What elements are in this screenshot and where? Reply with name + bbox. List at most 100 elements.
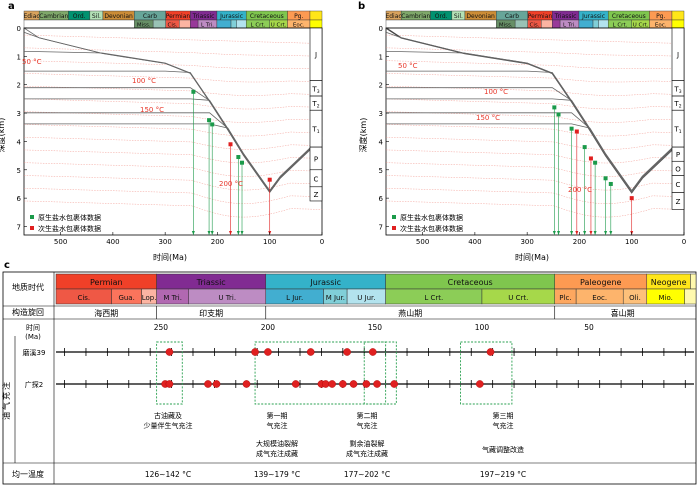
period-label-2: Jurassic xyxy=(309,278,341,287)
panel-a-isotherms xyxy=(23,34,323,218)
panel-b-label: b xyxy=(358,1,365,12)
subepoch-label-0: Miss. xyxy=(499,23,513,29)
charge-points xyxy=(161,348,495,388)
marker-arrow-5 xyxy=(589,231,593,235)
b-legend-secondary-marker xyxy=(392,226,396,230)
stratum-label-6: Z xyxy=(314,191,319,199)
subepoch-label-5: L Tri. xyxy=(201,23,214,29)
panel-b-inclusion-markers xyxy=(552,105,634,235)
inclusion-marker-8 xyxy=(608,181,613,186)
y-tick-0: 0 xyxy=(17,25,21,33)
stratum-label-2: T2 xyxy=(673,100,681,110)
y-tick-5: 5 xyxy=(379,167,383,175)
era-label-6: Permian xyxy=(166,13,191,20)
y-tick-2: 2 xyxy=(17,82,21,90)
subepoch-7 xyxy=(592,19,599,29)
burial-curve-6 xyxy=(386,112,685,192)
charge-event-boxes xyxy=(156,341,513,405)
subepoch-label-11: Eoc. xyxy=(655,23,667,29)
panel-a-burial-curves xyxy=(23,27,323,194)
epoch-label-2: Lop. xyxy=(142,294,157,302)
marker-arrow-8 xyxy=(609,231,613,235)
subepoch-label-11: Eoc. xyxy=(293,23,305,29)
panel-b-x-title: 时间(Ma) xyxy=(515,252,549,262)
b-legend-primary-label: 原生盐水包裹体数据 xyxy=(400,213,463,222)
inclusion-marker-3 xyxy=(574,129,579,134)
charge-point-0-5 xyxy=(368,348,377,356)
period-label-3: Cretaceous xyxy=(448,278,493,287)
charge-point-0-1 xyxy=(251,348,259,356)
stratum-label-4: P xyxy=(314,155,318,163)
temp-label-50: 50 °C xyxy=(22,58,42,66)
b-temp-label-200: 200 °C xyxy=(568,186,592,194)
charge-point-1-9 xyxy=(339,380,347,388)
event-box-0 xyxy=(156,341,183,405)
inclusion-marker-2 xyxy=(210,122,215,127)
y-tick-1: 1 xyxy=(17,53,21,61)
panel-b-frame xyxy=(385,27,685,236)
isotherm-8 xyxy=(23,137,323,150)
charge-point-0-0 xyxy=(165,348,174,356)
y-tick-7: 7 xyxy=(379,223,383,231)
isotherm-1 xyxy=(23,47,323,57)
subepoch-4 xyxy=(190,19,199,29)
panel-b-isotherms xyxy=(385,34,685,218)
event-1-line2: 少量伴生气充注 xyxy=(144,421,193,430)
y-tick-7: 7 xyxy=(17,223,21,231)
epoch-label-7: U Jur. xyxy=(357,294,375,302)
era-label-9: Cretaceous xyxy=(612,13,646,20)
temp-label-150: 150 °C xyxy=(140,106,164,114)
era-label-5: Carb xyxy=(143,13,157,20)
event-2-line2: 气充注 xyxy=(267,421,288,430)
epoch-row: Cis. Gua. Lop. M Tri. U Tri. L Jur. M Jur. U Ju… xyxy=(55,288,697,305)
marker-arrow-3 xyxy=(229,231,233,235)
burial-curve-0 xyxy=(385,27,685,194)
epoch-label-3: M Tri. xyxy=(163,294,182,302)
legend-primary-label: 原生盐水包裹体数据 xyxy=(38,213,101,222)
era-label-3: Sil. xyxy=(454,13,463,20)
epoch-label-12: Oli. xyxy=(629,294,641,302)
cycle-0: 海西期 xyxy=(94,308,118,318)
epoch-label-13: Mio. xyxy=(659,294,673,302)
burial-curve-1 xyxy=(385,31,685,194)
period-label-4: Paleogene xyxy=(580,278,621,287)
charge-point-1-13 xyxy=(390,380,398,388)
inclusion-marker-2 xyxy=(569,126,574,131)
burial-curve-1 xyxy=(23,31,323,194)
charge-point-0-3 xyxy=(306,348,315,356)
inclusion-marker-1 xyxy=(556,112,561,117)
period-label-5: Neogene xyxy=(651,278,687,287)
event-3-line1: 第二期 xyxy=(357,411,378,420)
label-charge: 油气充注 xyxy=(1,380,11,420)
marker-arrow-4 xyxy=(236,231,240,235)
stratum-7 xyxy=(671,192,685,210)
burial-curve-6 xyxy=(24,112,323,192)
era-label-1: Cambrian xyxy=(39,13,68,20)
isotherm-0 xyxy=(385,34,685,44)
inclusion-marker-6 xyxy=(267,177,272,182)
inclusion-marker-0 xyxy=(552,105,557,110)
isotherm-2 xyxy=(23,60,323,70)
subepoch-label-10: U Crt. xyxy=(633,23,649,29)
panel-b-burial-curves xyxy=(385,27,685,194)
panel-a-frame xyxy=(23,27,323,236)
inclusion-marker-0 xyxy=(191,89,196,94)
era-11 xyxy=(671,10,685,21)
homogenization-temps: 126~142 °C 139~179 °C 177~202 °C 197~219… xyxy=(145,470,526,479)
y-tick-6: 6 xyxy=(379,195,384,203)
subepoch-12 xyxy=(671,19,685,29)
x-tick-3: 200 xyxy=(211,238,224,246)
legend-primary-marker xyxy=(30,215,34,219)
charge-point-1-8 xyxy=(328,380,336,388)
b-legend-primary-marker xyxy=(392,215,396,219)
event-4-extra1: 气藏调整改造 xyxy=(482,445,524,454)
era-label-6: Permian xyxy=(528,13,553,20)
inclusion-marker-1 xyxy=(207,118,212,123)
label-cycle: 构造旋回 xyxy=(12,307,44,317)
event-3-extra1: 剩余油裂解 xyxy=(350,439,385,448)
x-tick-3: 200 xyxy=(573,238,586,246)
panel-a-period-bar: Ediac Cambrian Ord. Sil. Devonian Carb Permian… xyxy=(23,10,323,29)
time-tick-4: 50 xyxy=(584,323,594,332)
isotherm-3 xyxy=(23,73,323,83)
